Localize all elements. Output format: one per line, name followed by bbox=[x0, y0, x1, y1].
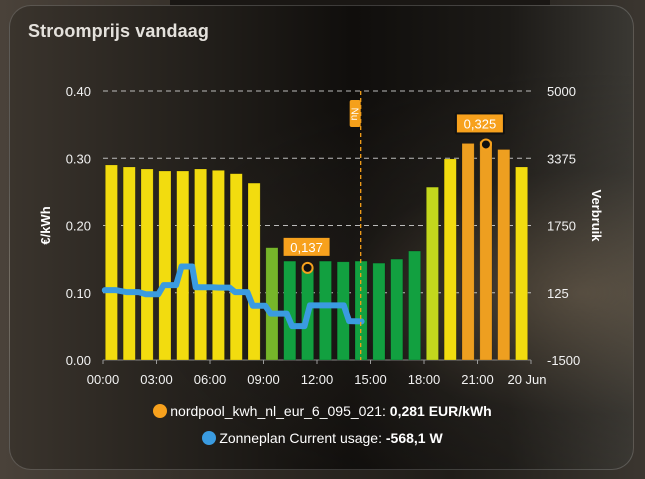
max-price-label-box bbox=[456, 114, 503, 133]
price-bar bbox=[426, 186, 439, 361]
x-tick-label: 20 Jun bbox=[507, 372, 546, 387]
usage-line-path bbox=[101, 263, 365, 330]
x-tick-label: 15:00 bbox=[354, 372, 387, 387]
y-right-tick: -1500 bbox=[547, 353, 580, 368]
legend-separator: : bbox=[382, 403, 390, 419]
price-bar bbox=[372, 262, 386, 361]
min-price-marker-icon bbox=[301, 261, 314, 274]
y-left-axis-title: €/kWh bbox=[38, 206, 53, 244]
x-tick-label: 03:00 bbox=[140, 372, 173, 387]
legend-item-nordpool[interactable]: nordpool_kwh_nl_eur_6_095_021: 0,281 EUR… bbox=[10, 403, 633, 419]
price-bars bbox=[105, 141, 528, 361]
price-bar bbox=[515, 166, 528, 361]
legend-dot-blue-icon bbox=[202, 431, 217, 445]
axes: 0.00 -1500 0.10 125 0.20 1750 0.30 3375 0.40 5000… bbox=[38, 84, 604, 387]
y-right-tick: 5000 bbox=[547, 84, 576, 99]
x-tick-label: 12:00 bbox=[301, 372, 334, 387]
price-bar bbox=[229, 173, 243, 361]
legend-separator: : bbox=[378, 430, 386, 446]
x-tick-label: 09:00 bbox=[247, 372, 280, 387]
y-right-axis-title: Verbruik bbox=[589, 189, 604, 242]
now-label-box bbox=[349, 100, 361, 127]
price-bar bbox=[265, 247, 279, 361]
price-bar bbox=[461, 143, 475, 361]
legend-series-value: -568,1 W bbox=[385, 430, 443, 446]
max-price-marker-icon bbox=[479, 138, 492, 151]
now-label: Nu bbox=[349, 108, 360, 121]
price-bar bbox=[247, 182, 261, 361]
price-bar bbox=[105, 164, 118, 361]
price-bar bbox=[408, 250, 421, 361]
price-bar bbox=[212, 170, 225, 361]
legend-series-value: 0,281 EUR/kWh bbox=[389, 403, 492, 419]
y-left-tick: 0.00 bbox=[66, 353, 91, 368]
legend-item-zonneplan[interactable]: Zonneplan Current usage: -568,1 W bbox=[10, 430, 633, 446]
price-annotations: 0,137 0,325 bbox=[283, 112, 505, 274]
card-title: Stroomprijs vandaag bbox=[28, 21, 209, 41]
legend-series-name: nordpool_kwh_nl_eur_6_095_021 bbox=[170, 403, 383, 419]
y-left-tick: 0.40 bbox=[66, 84, 91, 99]
price-bar bbox=[479, 141, 493, 361]
y-right-tick: 125 bbox=[547, 286, 569, 301]
price-bar bbox=[319, 260, 332, 361]
price-bar bbox=[443, 158, 457, 361]
price-bar bbox=[122, 166, 136, 361]
max-price-label: 0,325 bbox=[464, 116, 497, 131]
y-left-tick: 0.20 bbox=[66, 219, 91, 234]
price-bar bbox=[140, 168, 154, 361]
x-tick-label: 00:00 bbox=[87, 372, 120, 387]
x-tick-label: 06:00 bbox=[194, 372, 227, 387]
usage-line bbox=[101, 263, 365, 330]
min-price-label: 0,137 bbox=[290, 240, 323, 255]
price-bar bbox=[497, 149, 511, 361]
price-bar bbox=[194, 168, 207, 361]
now-marker: Nu bbox=[349, 91, 362, 360]
y-right-tick: 1750 bbox=[547, 219, 576, 234]
y-left-tick: 0.10 bbox=[66, 286, 91, 301]
legend-series-name: Zonneplan Current usage bbox=[219, 430, 379, 446]
y-right-tick: 3375 bbox=[547, 151, 576, 166]
x-tick-label: 18:00 bbox=[408, 372, 441, 387]
x-tick-label: 21:00 bbox=[461, 372, 494, 387]
price-bar bbox=[283, 260, 297, 361]
y-left-tick: 0.30 bbox=[66, 151, 91, 166]
price-bar bbox=[390, 258, 404, 361]
price-card: Stroomprijs vandaag Nu 0,137 0,325 0.00 -1… bbox=[9, 5, 634, 470]
price-bar bbox=[158, 170, 172, 361]
legend-dot-orange-icon bbox=[153, 404, 168, 418]
min-price-label-box bbox=[283, 237, 330, 256]
